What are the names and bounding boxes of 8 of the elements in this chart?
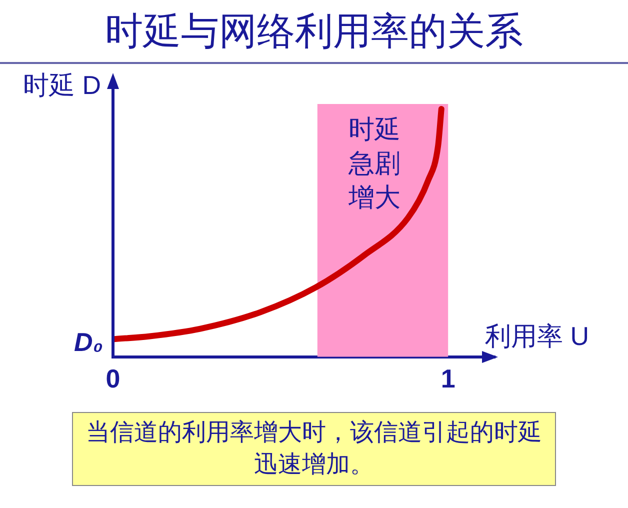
y-axis-title: 时延 D — [23, 70, 101, 100]
x-tick-label: 0 — [106, 364, 120, 394]
x-tick-label: 1 — [440, 364, 456, 394]
band-label: 时延急剧增大 — [348, 114, 401, 212]
x-axis-title: 利用率 U — [485, 320, 589, 351]
text: 当信道的利用率增大时，该信道引起的时延迅速增加。 — [72, 412, 556, 486]
annotation: D₀ — [74, 327, 103, 358]
chart-title: 时延与网络利用率的关系 — [104, 10, 524, 55]
